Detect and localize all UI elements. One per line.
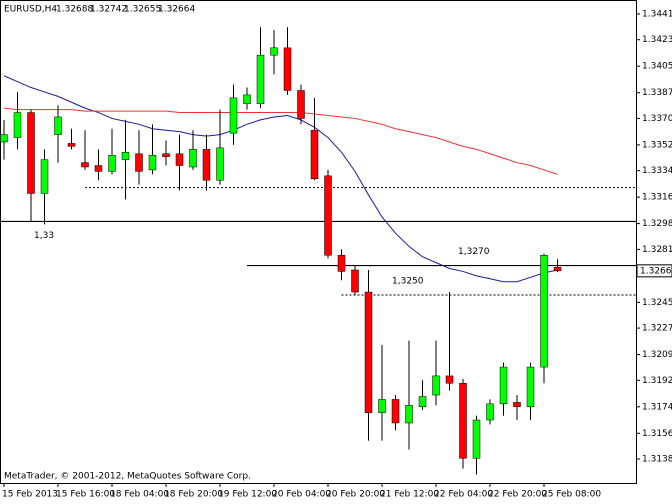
header-open: 1.32688 [56,5,93,15]
candle-body [202,149,211,181]
candle-body [40,159,49,194]
candle-body [54,116,62,135]
y-tick-label: 1.34235 [642,35,672,45]
candle-body [391,399,400,424]
candle-body [81,162,89,168]
header-close: 1.32664 [158,5,195,15]
header-high: 1.32742 [90,5,127,15]
last-price-label: 1.32664 [640,266,672,276]
candle-body [297,90,305,119]
level-label: 1,3250 [392,276,424,286]
candle-body [243,94,251,104]
candle-body [0,134,8,143]
candle-body [445,375,454,384]
candle-body [486,403,494,421]
candle-body [216,147,224,181]
candle-body [121,152,130,160]
y-tick-label: 1.33520 [642,140,672,150]
y-tick-label: 1.31920 [642,376,672,386]
candle-body [364,291,373,413]
y-tick-label: 1.33345 [642,166,672,176]
candle-body [135,153,143,172]
y-tick-label: 1.32275 [642,324,672,334]
x-tick-label: 21 Feb 12:00 [380,490,439,500]
candle-body [175,153,184,166]
y-tick-label: 1.34055 [642,62,672,72]
x-tick-label: 20 Feb 04:00 [272,490,331,500]
candle-body [553,267,562,272]
candle-body [378,399,386,413]
candle-body [526,366,535,408]
y-tick-label: 1.33700 [642,114,672,124]
candle-body [162,153,170,157]
y-tick-label: 1.32095 [642,350,672,360]
candle-body [256,54,265,104]
candle-body [148,154,157,171]
level-label: 1,33 [34,231,54,241]
header-low: 1.32655 [124,5,161,15]
x-tick-label: 22 Feb 20:00 [488,490,547,500]
level-label: 1,3270 [458,247,490,257]
candle-body [108,154,116,172]
candle-body [94,165,103,172]
y-tick-label: 1.31385 [642,455,672,465]
symbol-label: EURUSD,H4 [4,5,57,15]
candle-body [459,383,467,459]
candle-body [499,366,508,405]
y-tick-label: 1.31560 [642,429,672,439]
x-tick-label: 19 Feb 12:00 [218,490,277,500]
y-tick-label: 1.33165 [642,193,672,203]
x-tick-label: 15 Feb 16:00 [56,490,115,500]
candle-body [351,269,359,293]
y-tick-label: 1.31740 [642,402,672,412]
candle-body [324,175,332,256]
y-tick-label: 1.32450 [642,298,672,308]
x-tick-label: 25 Feb 08:00 [542,490,601,500]
moving-average [3,75,558,283]
x-tick-label: 22 Feb 04:00 [434,490,493,500]
candle-body [540,255,548,368]
candle-body [310,129,319,180]
candle-body [189,149,197,168]
y-tick-label: 1.32985 [642,219,672,229]
candle-body [229,97,238,134]
last-price-box [636,264,672,278]
candle-body [13,112,22,138]
x-tick-label: 18 Feb 04:00 [110,490,169,500]
candle-body [513,402,521,408]
candle-body [283,47,292,91]
candle-body [27,112,35,194]
moving-average [3,107,558,175]
candle-body [270,47,278,56]
candle-body [405,405,413,424]
candle-body [337,255,346,272]
y-tick-label: 1.32810 [642,245,672,255]
y-tick-label: 1.33875 [642,88,672,98]
candle-body [67,143,76,147]
x-tick-label: 20 Feb 20:00 [326,490,385,500]
x-tick-label: 15 Feb 2013 [2,490,58,500]
x-tick-label: 18 Feb 20:00 [164,490,223,500]
candle-body [418,396,427,408]
plot-frame [0,0,637,484]
candle-body [432,375,440,396]
y-tick-label: 1.34410 [642,9,672,19]
watermark: MetaTrader, © 2001-2012, MetaQuotes Soft… [4,472,251,482]
candle-body [472,419,481,459]
